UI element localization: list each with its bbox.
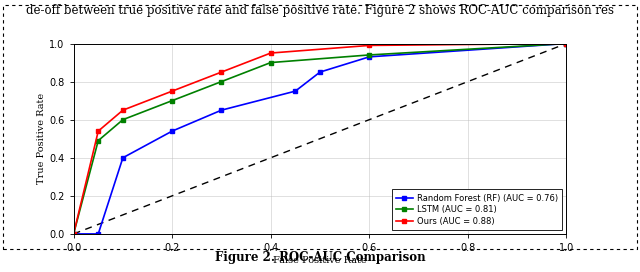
LSTM (AUC = 0.81) [365,53,373,57]
LSTM (AUC = 0.81) [563,42,570,45]
Random Forest (RF) (AUC = 0.76) [563,42,570,45]
Ours (AUC = 0.88) [119,109,127,112]
Random Forest (RF) (AUC = 0.76) [95,232,102,236]
LSTM (AUC = 0.81) [70,232,77,236]
Ours (AUC = 0.88) [365,44,373,47]
LSTM (AUC = 0.81) [119,118,127,121]
Random Forest (RF) (AUC = 0.76) [218,109,225,112]
Text: de-off between true positive rate and false positive rate. Figure 2 shows ROC-AU: de-off between true positive rate and fa… [26,4,614,17]
LSTM (AUC = 0.81) [267,61,275,64]
LSTM (AUC = 0.81) [95,139,102,142]
Line: LSTM (AUC = 0.81): LSTM (AUC = 0.81) [71,41,569,236]
Y-axis label: True Positive Rate: True Positive Rate [37,93,47,184]
LSTM (AUC = 0.81) [218,80,225,83]
Ours (AUC = 0.88) [70,232,77,236]
Line: Random Forest (RF) (AUC = 0.76): Random Forest (RF) (AUC = 0.76) [71,41,569,236]
Random Forest (RF) (AUC = 0.76) [316,70,324,74]
Ours (AUC = 0.88) [168,89,176,93]
Random Forest (RF) (AUC = 0.76) [292,89,300,93]
Legend: Random Forest (RF) (AUC = 0.76), LSTM (AUC = 0.81), Ours (AUC = 0.88): Random Forest (RF) (AUC = 0.76), LSTM (A… [392,189,562,230]
Random Forest (RF) (AUC = 0.76) [365,55,373,58]
X-axis label: False Positive Rate: False Positive Rate [273,256,367,265]
Text: Figure 2. ROC-AUC Comparison: Figure 2. ROC-AUC Comparison [214,251,426,264]
LSTM (AUC = 0.81) [168,99,176,102]
Ours (AUC = 0.88) [267,51,275,55]
Random Forest (RF) (AUC = 0.76) [70,232,77,236]
Ours (AUC = 0.88) [563,42,570,45]
Random Forest (RF) (AUC = 0.76) [168,129,176,133]
Line: Ours (AUC = 0.88): Ours (AUC = 0.88) [71,41,569,236]
Ours (AUC = 0.88) [218,70,225,74]
Ours (AUC = 0.88) [95,129,102,133]
Random Forest (RF) (AUC = 0.76) [119,156,127,159]
